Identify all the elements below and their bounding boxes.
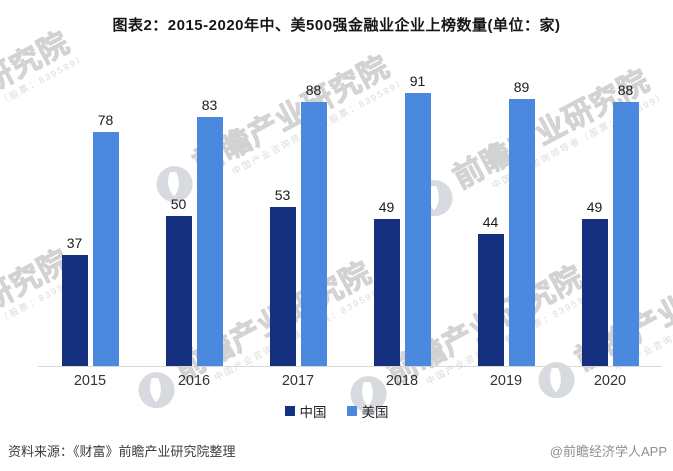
legend: 中国 美国 <box>0 401 673 421</box>
bar-group-2018: 49 91 <box>350 58 454 366</box>
bar-china-2017 <box>269 207 296 366</box>
bar-value-label: 83 <box>201 97 218 113</box>
bar-value-label: 53 <box>274 187 291 203</box>
source-note: 资料来源：《财富》前瞻产业研究院整理 <box>8 444 236 459</box>
bar-china-2019 <box>477 234 504 366</box>
bar-group-2017: 53 88 <box>246 58 350 366</box>
bar-chart-plot-area: 37 78 50 83 53 88 49 91 44 89 49 88 <box>38 58 662 367</box>
bar-china-2016 <box>165 216 192 366</box>
bar-us-2015 <box>92 132 119 366</box>
bar-china-2015 <box>61 255 88 366</box>
x-axis-label-2018: 2018 <box>385 373 419 389</box>
bar-wrap-china-2019: 44 <box>477 214 504 366</box>
bar-value-label: 49 <box>378 199 395 215</box>
x-axis-labels: 2015 2016 2017 2018 2019 2020 <box>38 373 662 389</box>
bar-value-label: 50 <box>170 196 187 212</box>
bar-group-2016: 50 83 <box>142 58 246 366</box>
bar-china-2018 <box>373 219 400 366</box>
bar-value-label: 88 <box>617 82 634 98</box>
bar-wrap-us-2018: 91 <box>404 73 431 366</box>
bar-us-2017 <box>300 102 327 366</box>
chart-title: 图表2：2015-2020年中、美500强金融业企业上榜数量(单位：家) <box>112 17 561 34</box>
legend-swatch-icon <box>346 406 357 416</box>
bar-value-label: 89 <box>513 79 530 95</box>
x-axis-label-2019: 2019 <box>489 373 523 389</box>
bar-wrap-us-2017: 88 <box>300 82 327 366</box>
bar-wrap-china-2017: 53 <box>269 187 296 366</box>
bar-value-label: 88 <box>305 82 322 98</box>
x-axis-label-2017: 2017 <box>281 373 315 389</box>
legend-item: 美国 <box>346 401 389 421</box>
bar-wrap-china-2015: 37 <box>61 235 88 366</box>
credit-note: @前瞻经济学人APP <box>549 444 667 459</box>
bar-us-2016 <box>196 117 223 366</box>
bar-wrap-us-2015: 78 <box>92 112 119 366</box>
bar-value-label: 91 <box>409 73 426 89</box>
bar-value-label: 49 <box>586 199 603 215</box>
bar-us-2020 <box>612 102 639 366</box>
bar-wrap-china-2016: 50 <box>165 196 192 366</box>
bar-wrap-china-2020: 49 <box>581 199 608 366</box>
legend-label: 中国 <box>299 405 327 420</box>
bar-wrap-china-2018: 49 <box>373 199 400 366</box>
legend-item: 中国 <box>284 401 327 421</box>
bar-us-2018 <box>404 93 431 366</box>
x-axis-label-2020: 2020 <box>593 373 627 389</box>
bar-wrap-us-2020: 88 <box>612 82 639 366</box>
bar-group-2015: 37 78 <box>38 58 142 366</box>
x-axis-label-2016: 2016 <box>177 373 211 389</box>
bar-value-label: 44 <box>482 214 499 230</box>
bar-value-label: 78 <box>97 112 114 128</box>
bar-value-label: 37 <box>66 235 83 251</box>
legend-swatch-icon <box>284 406 295 416</box>
bar-wrap-us-2019: 89 <box>508 79 535 366</box>
bar-us-2019 <box>508 99 535 366</box>
legend-label: 美国 <box>361 405 389 420</box>
bar-group-2020: 49 88 <box>558 58 662 366</box>
x-axis-label-2015: 2015 <box>73 373 107 389</box>
bar-china-2020 <box>581 219 608 366</box>
bar-group-2019: 44 89 <box>454 58 558 366</box>
bar-wrap-us-2016: 83 <box>196 97 223 366</box>
